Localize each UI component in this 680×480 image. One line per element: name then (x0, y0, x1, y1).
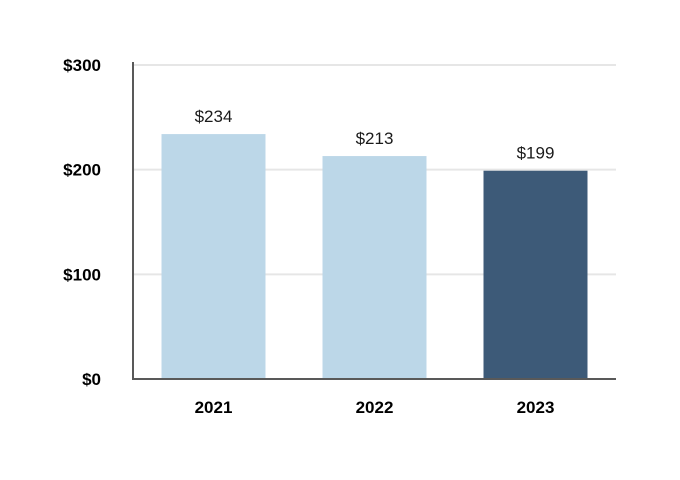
bar-2023 (483, 170, 588, 379)
bar-2022 (322, 156, 427, 379)
bar-2021 (161, 134, 266, 379)
data-label-2023: $199 (517, 144, 555, 163)
x-tick-label-2023: 2023 (517, 398, 555, 417)
y-tick-label: $0 (82, 370, 101, 389)
x-tick-label-2022: 2022 (356, 398, 394, 417)
axes (132, 62, 616, 380)
y-tick-label: $200 (63, 161, 101, 180)
x-tick-label-2021: 2021 (195, 398, 233, 417)
bars (161, 134, 588, 379)
data-label-2022: $213 (356, 129, 394, 148)
y-tick-label: $300 (63, 56, 101, 75)
data-label-2021: $234 (195, 107, 233, 126)
labels: $0 $100 $200 $300 $234 2021 $213 2022 $199 2023 (63, 56, 554, 417)
y-tick-label: $100 (63, 265, 101, 284)
